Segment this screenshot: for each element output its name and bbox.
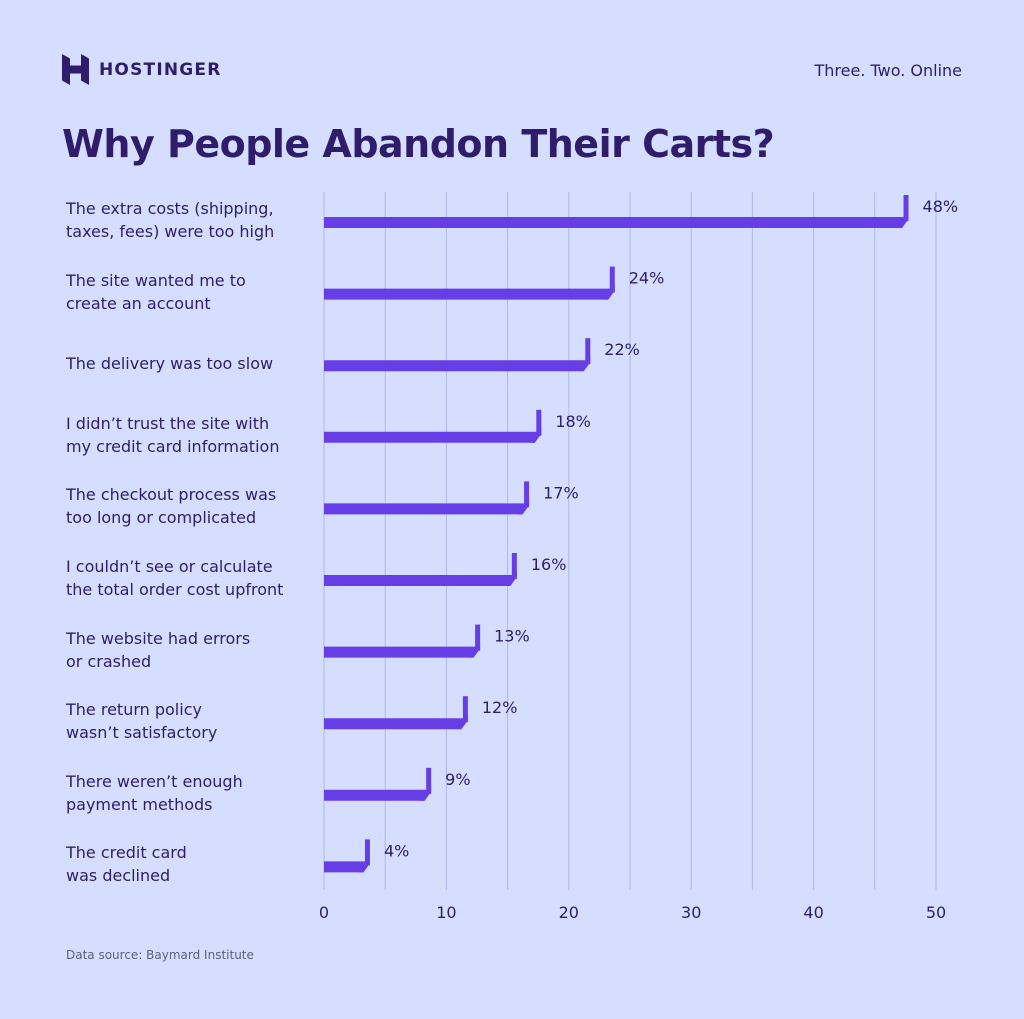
bar [324,646,476,658]
bar-end-join [358,857,370,873]
bar [324,575,512,586]
category-label: The site wanted me to create an account [66,270,246,313]
bar [324,861,365,873]
category-label: I didn’t trust the site with my credit c… [66,413,280,456]
x-tick-label: 10 [436,903,456,922]
bar [324,217,904,228]
chart-title: Why People Abandon Their Carts? [62,122,775,166]
value-label: 48% [923,197,959,216]
bar-end-join [530,427,542,443]
tagline: Three. Two. Online [814,61,963,80]
bar [324,718,463,730]
bar-end-join [456,714,468,730]
value-label: 18% [555,412,591,431]
value-label: 9% [445,770,470,789]
category-label: There weren’t enough payment methods [66,771,243,814]
bar-end-join [505,571,517,586]
category-label: The delivery was too slow [66,353,274,373]
value-label: 17% [543,483,579,502]
bar [324,288,610,300]
x-tick-label: 50 [926,903,946,922]
x-tick-label: 40 [803,903,823,922]
bar-end-tick [536,409,542,436]
category-label: The credit card was declined [66,843,187,886]
data-source: Data source: Baymard Institute [66,948,254,962]
bar-end-tick [364,839,370,866]
category-label: The extra costs (shipping, taxes, fees) … [66,199,275,241]
bar-end-join [518,499,530,515]
brand-name: HOSTINGER [99,59,222,80]
value-label: 22% [604,340,640,359]
bar [324,360,586,372]
hostinger-h-icon [62,54,89,85]
bar-end-tick [475,624,481,651]
value-label: 16% [531,555,567,574]
value-label: 12% [482,698,518,717]
category-label: The website had errors or crashed [66,628,251,671]
value-label: 13% [494,627,530,646]
bar-end-join [603,284,615,300]
bar-end-tick [462,696,468,723]
bar-end-tick [524,481,530,508]
category-label: The checkout process was too long or com… [66,485,277,528]
bar-end-join [420,785,432,801]
bar-end-tick [609,266,615,293]
bar [324,503,525,515]
bar-end-join [579,356,591,372]
bar-end-join [897,213,909,228]
x-tick-label: 30 [681,903,701,922]
bar-end-tick [585,338,591,365]
bar-end-join [469,642,481,658]
bar-end-tick [426,767,432,794]
value-label: 24% [629,269,665,288]
x-tick-label: 0 [319,903,329,922]
x-tick-label: 20 [559,903,579,922]
bar-chart: 0 10 20 30 40 50 48% 24% 22% 18% 17% 16% 13% 12% 9% 4% [319,192,959,922]
bar [324,431,537,443]
category-label: The return policy wasn’t satisfactory [66,700,218,743]
brand-logo: HOSTINGER [62,54,222,85]
category-label: I couldn’t see or calculate the total or… [66,557,284,599]
bar [324,789,427,801]
bar-end-tick [903,195,909,221]
value-label: 4% [384,841,409,860]
bar-end-tick [511,553,517,579]
